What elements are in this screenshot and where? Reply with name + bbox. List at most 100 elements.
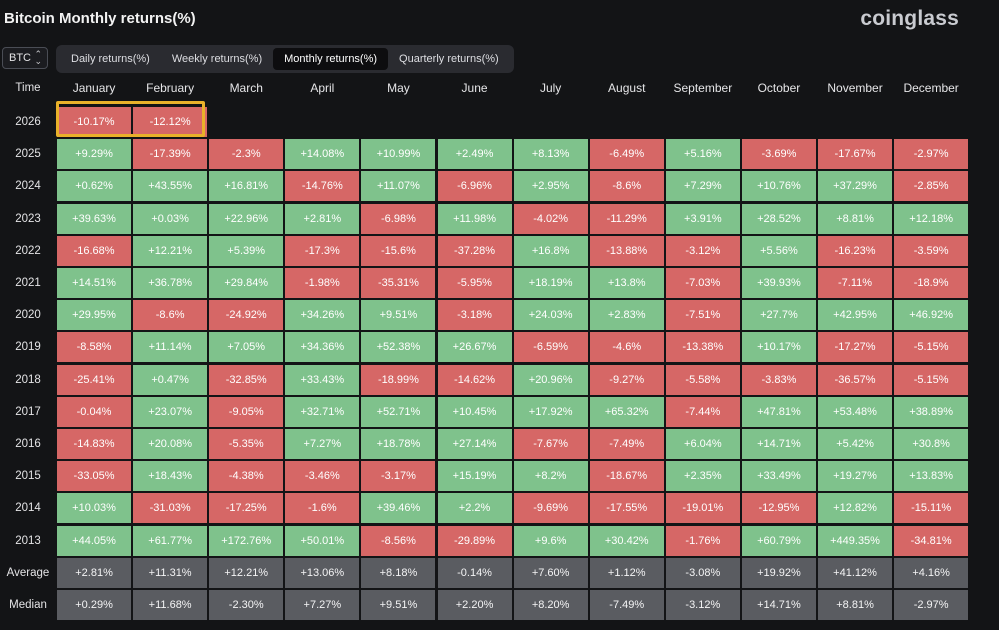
return-cell-january[interactable]: +39.63%: [57, 203, 132, 234]
return-cell-may[interactable]: -15.6%: [361, 235, 436, 266]
return-cell-july[interactable]: -9.69%: [513, 493, 588, 524]
return-cell-february[interactable]: +0.47%: [133, 364, 208, 395]
return-cell-february[interactable]: +12.21%: [133, 235, 208, 266]
return-cell-february[interactable]: -17.39%: [133, 139, 208, 170]
return-cell-january[interactable]: -14.83%: [57, 429, 132, 459]
return-cell-october[interactable]: +33.49%: [741, 461, 816, 492]
return-cell-august[interactable]: +65.32%: [589, 396, 664, 427]
return-cell-july[interactable]: -4.02%: [513, 203, 588, 234]
return-cell-january[interactable]: -33.05%: [57, 461, 132, 492]
return-cell-april[interactable]: +13.06%: [285, 557, 360, 588]
return-cell-july[interactable]: +8.13%: [513, 139, 588, 170]
return-cell-july[interactable]: +24.03%: [513, 300, 588, 331]
return-cell-may[interactable]: +11.07%: [361, 171, 436, 202]
return-cell-march[interactable]: +172.76%: [209, 525, 284, 556]
return-cell-april[interactable]: -1.6%: [285, 493, 360, 524]
return-cell-november[interactable]: +41.12%: [818, 557, 893, 588]
return-cell-june[interactable]: -5.95%: [437, 268, 512, 298]
return-cell-september[interactable]: -7.44%: [665, 396, 740, 427]
return-cell-november[interactable]: -17.67%: [818, 139, 893, 170]
return-cell-september[interactable]: -13.38%: [665, 332, 740, 363]
return-cell-december[interactable]: +13.83%: [894, 461, 969, 492]
asset-select[interactable]: BTC ⌃ ⌄: [2, 47, 48, 69]
return-cell-may[interactable]: -8.56%: [361, 525, 436, 556]
return-cell-december[interactable]: -15.11%: [894, 493, 969, 524]
return-cell-july[interactable]: +2.95%: [513, 171, 588, 202]
return-cell-april[interactable]: +33.43%: [285, 364, 360, 395]
return-cell-may[interactable]: +8.18%: [361, 557, 436, 588]
return-cell-june[interactable]: +10.45%: [437, 396, 512, 427]
return-cell-april[interactable]: -17.3%: [285, 235, 360, 266]
return-cell-may[interactable]: +18.78%: [361, 429, 436, 459]
return-cell-january[interactable]: +14.51%: [57, 268, 132, 298]
return-cell-september[interactable]: +2.35%: [665, 461, 740, 492]
return-cell-october[interactable]: +10.17%: [741, 332, 816, 363]
return-cell-march[interactable]: +5.39%: [209, 235, 284, 266]
return-cell-march[interactable]: +29.84%: [209, 268, 284, 298]
return-cell-august[interactable]: -4.6%: [589, 332, 664, 363]
return-cell-february[interactable]: +11.14%: [133, 332, 208, 363]
return-cell-august[interactable]: +1.12%: [589, 557, 664, 588]
return-cell-october[interactable]: +28.52%: [741, 203, 816, 234]
return-cell-february[interactable]: +0.03%: [133, 203, 208, 234]
return-cell-march[interactable]: -24.92%: [209, 300, 284, 331]
return-cell-september[interactable]: +6.04%: [665, 429, 740, 459]
return-cell-april[interactable]: +7.27%: [285, 590, 360, 620]
return-cell-may[interactable]: -18.99%: [361, 364, 436, 395]
return-cell-december[interactable]: +12.18%: [894, 203, 969, 234]
return-cell-april[interactable]: +34.26%: [285, 300, 360, 331]
return-cell-july[interactable]: -7.67%: [513, 429, 588, 459]
return-cell-may[interactable]: +10.99%: [361, 139, 436, 170]
return-cell-october[interactable]: -3.83%: [741, 364, 816, 395]
return-cell-november[interactable]: -7.11%: [818, 268, 893, 298]
return-cell-november[interactable]: +8.81%: [818, 590, 893, 620]
return-cell-june[interactable]: -29.89%: [437, 525, 512, 556]
return-cell-december[interactable]: +38.89%: [894, 396, 969, 427]
return-cell-july[interactable]: +16.8%: [513, 235, 588, 266]
return-cell-june[interactable]: +11.98%: [437, 203, 512, 234]
return-cell-january[interactable]: -8.58%: [57, 332, 132, 363]
return-cell-august[interactable]: -13.88%: [589, 235, 664, 266]
return-cell-september[interactable]: -19.01%: [665, 493, 740, 524]
return-cell-july[interactable]: +9.6%: [513, 525, 588, 556]
return-cell-july[interactable]: -6.59%: [513, 332, 588, 363]
return-cell-january[interactable]: +0.29%: [57, 590, 132, 620]
return-cell-october[interactable]: +27.7%: [741, 300, 816, 331]
return-cell-april[interactable]: +32.71%: [285, 396, 360, 427]
return-cell-january[interactable]: -0.04%: [57, 396, 132, 427]
return-cell-may[interactable]: -3.17%: [361, 461, 436, 492]
return-cell-august[interactable]: -6.49%: [589, 139, 664, 170]
return-cell-april[interactable]: -14.76%: [285, 171, 360, 202]
return-cell-march[interactable]: +7.05%: [209, 332, 284, 363]
return-cell-september[interactable]: +5.16%: [665, 139, 740, 170]
return-cell-january[interactable]: +29.95%: [57, 300, 132, 331]
return-cell-july[interactable]: +20.96%: [513, 364, 588, 395]
return-cell-august[interactable]: -7.49%: [589, 429, 664, 459]
return-cell-january[interactable]: -25.41%: [57, 364, 132, 395]
return-cell-december[interactable]: -5.15%: [894, 364, 969, 395]
return-cell-september[interactable]: +7.29%: [665, 171, 740, 202]
return-cell-december[interactable]: +4.16%: [894, 557, 969, 588]
return-cell-january[interactable]: +0.62%: [57, 171, 132, 202]
return-cell-november[interactable]: +37.29%: [818, 171, 893, 202]
return-cell-february[interactable]: +23.07%: [133, 396, 208, 427]
return-cell-february[interactable]: +11.31%: [133, 557, 208, 588]
return-cell-october[interactable]: +5.56%: [741, 235, 816, 266]
return-cell-february[interactable]: +36.78%: [133, 268, 208, 298]
return-cell-december[interactable]: +46.92%: [894, 300, 969, 331]
return-cell-december[interactable]: -18.9%: [894, 268, 969, 298]
return-cell-july[interactable]: +17.92%: [513, 396, 588, 427]
return-cell-august[interactable]: +2.83%: [589, 300, 664, 331]
return-cell-march[interactable]: -32.85%: [209, 364, 284, 395]
return-cell-december[interactable]: -2.97%: [894, 139, 969, 170]
return-cell-january[interactable]: -16.68%: [57, 235, 132, 266]
return-cell-october[interactable]: +14.71%: [741, 590, 816, 620]
return-cell-june[interactable]: +2.49%: [437, 139, 512, 170]
tab-weekly-returns[interactable]: Weekly returns(%): [171, 53, 263, 65]
return-cell-march[interactable]: +22.96%: [209, 203, 284, 234]
return-cell-april[interactable]: +2.81%: [285, 203, 360, 234]
return-cell-march[interactable]: -9.05%: [209, 396, 284, 427]
return-cell-may[interactable]: -35.31%: [361, 268, 436, 298]
return-cell-may[interactable]: +9.51%: [361, 590, 436, 620]
return-cell-august[interactable]: -17.55%: [589, 493, 664, 524]
